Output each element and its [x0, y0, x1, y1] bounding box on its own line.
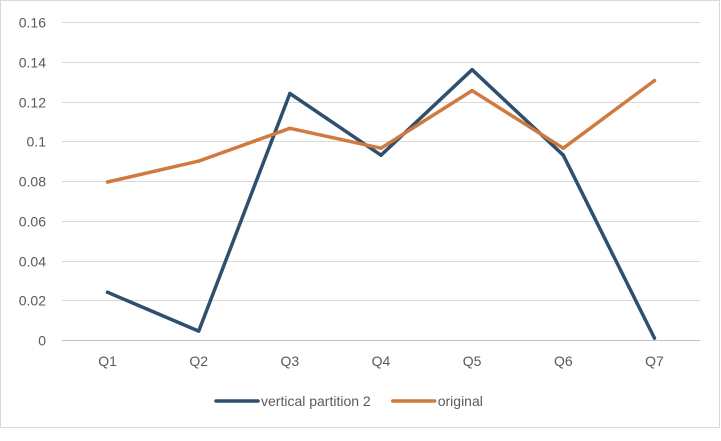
data-point	[105, 180, 110, 184]
x-tick-label: Q4	[372, 353, 391, 369]
data-point	[561, 153, 566, 157]
data-point	[379, 153, 383, 157]
data-point	[196, 159, 201, 163]
y-tick-label: 0.16	[19, 15, 46, 31]
legend-item: vertical partition 2	[214, 393, 371, 409]
data-point	[470, 88, 474, 93]
legend: vertical partition 2 original	[214, 393, 483, 409]
x-tick-label: Q1	[98, 353, 117, 369]
y-tick-label: 0.02	[19, 293, 46, 309]
x-tick-label: Q2	[189, 353, 208, 369]
legend-label: original	[438, 393, 483, 409]
y-tick-label: 0.14	[19, 55, 46, 71]
data-point	[288, 91, 292, 96]
data-point	[105, 290, 110, 295]
x-tick-label: Q6	[554, 353, 573, 369]
y-tick-label: 0.12	[19, 95, 46, 111]
data-point	[470, 67, 474, 72]
y-axis-ticks: 0 0.02 0.04 0.06 0.08 0.1 0.12 0.14 0.16	[19, 15, 46, 349]
x-tick-label: Q7	[645, 353, 664, 369]
x-tick-label: Q3	[281, 353, 300, 369]
legend-label: vertical partition 2	[261, 393, 371, 409]
x-tick-label: Q5	[463, 353, 482, 369]
y-tick-label: 0.1	[27, 134, 47, 150]
y-tick-label: 0.06	[19, 214, 46, 230]
data-point	[652, 336, 657, 340]
legend-item: original	[390, 393, 483, 409]
x-axis-ticks: Q1 Q2 Q3 Q4 Q5 Q6 Q7	[98, 353, 664, 369]
y-tick-label: 0.04	[19, 254, 46, 270]
series-lines	[105, 67, 657, 340]
data-point	[196, 329, 201, 333]
chart-frame	[0, 0, 720, 428]
y-tick-label: 0	[38, 333, 46, 349]
data-point	[652, 78, 657, 83]
gridlines	[62, 22, 700, 341]
data-point	[379, 146, 383, 150]
data-point	[288, 126, 292, 131]
y-tick-label: 0.08	[19, 174, 46, 190]
data-point	[561, 146, 566, 150]
